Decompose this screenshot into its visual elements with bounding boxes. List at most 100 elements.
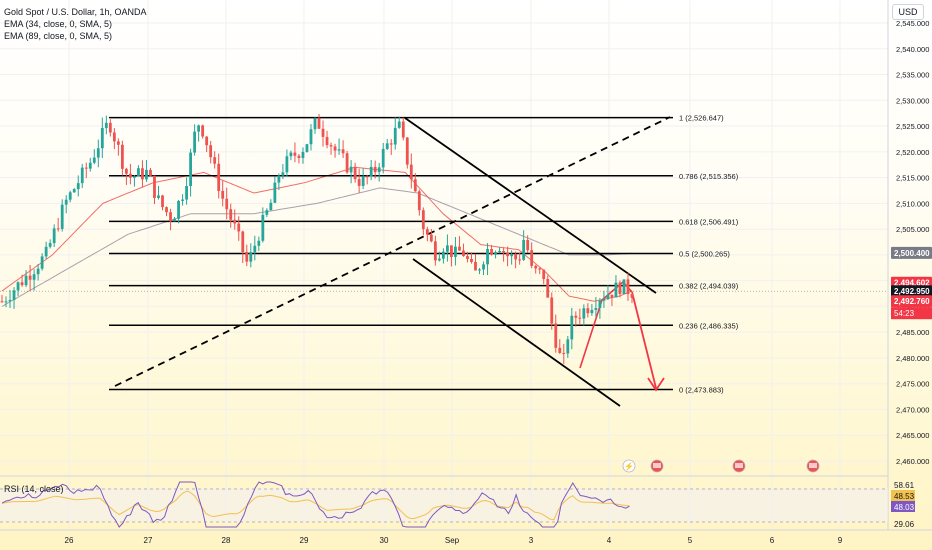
candle-body bbox=[277, 175, 281, 183]
ema-89-line bbox=[1, 187, 633, 307]
ema-34-label[interactable]: EMA (34, close, 0, SMA, 5) bbox=[4, 19, 113, 29]
candle-body bbox=[0, 301, 4, 303]
candle-body bbox=[72, 189, 76, 193]
channel-upper-line bbox=[404, 117, 657, 294]
candle-body bbox=[165, 207, 168, 213]
candle-body bbox=[610, 294, 614, 298]
y-tick-label: 2,545.000 bbox=[896, 19, 929, 28]
rsi-label[interactable]: RSI (14, close) bbox=[4, 484, 64, 494]
rsi-level-label: 58.61 bbox=[894, 481, 915, 490]
y-tick-label: 2,530.000 bbox=[896, 96, 929, 105]
candle-body bbox=[321, 128, 325, 137]
candle-body bbox=[241, 231, 245, 253]
candle-body bbox=[141, 168, 144, 180]
candle-body bbox=[249, 252, 253, 262]
candle-body bbox=[397, 121, 401, 128]
y-tick-label: 2,480.000 bbox=[896, 354, 929, 363]
candle-body bbox=[309, 129, 313, 145]
candle-body bbox=[530, 250, 534, 266]
candle-body bbox=[462, 250, 465, 257]
candle-body bbox=[305, 144, 309, 152]
candle-body bbox=[349, 166, 353, 173]
x-tick-label: 6 bbox=[770, 536, 775, 545]
channel-lower-line bbox=[412, 258, 621, 407]
candle-body bbox=[506, 252, 510, 257]
candle-body bbox=[265, 210, 269, 215]
candle-body bbox=[64, 199, 68, 205]
candle-body bbox=[381, 148, 385, 168]
price-badge-label: 2,494.602 bbox=[894, 279, 930, 288]
candle-body bbox=[429, 234, 433, 242]
candle-body bbox=[514, 254, 518, 260]
candles bbox=[0, 113, 634, 365]
candle-body bbox=[293, 152, 297, 156]
candle-body bbox=[337, 149, 341, 151]
candle-body bbox=[389, 143, 393, 145]
candle-body bbox=[401, 121, 405, 138]
y-tick-label: 2,470.000 bbox=[896, 405, 929, 414]
candle-body bbox=[409, 164, 413, 180]
fib-level-label: 1 (2,526.647) bbox=[679, 114, 724, 123]
candle-body bbox=[590, 309, 594, 314]
candle-body bbox=[285, 156, 289, 173]
candle-body bbox=[393, 127, 397, 145]
candle-body bbox=[622, 279, 626, 294]
candle-body bbox=[225, 198, 229, 210]
candle-body bbox=[173, 218, 176, 222]
candle-body bbox=[602, 298, 606, 301]
candle-body bbox=[76, 183, 80, 190]
candle-body bbox=[245, 252, 249, 262]
candle-body bbox=[522, 240, 526, 260]
candle-body bbox=[570, 315, 574, 340]
fib-level-label: 0 (2,473.883) bbox=[679, 385, 724, 394]
candle-body bbox=[446, 245, 449, 252]
grid bbox=[0, 0, 888, 530]
y-tick-label: 2,510.000 bbox=[896, 199, 929, 208]
price-badge-label: 2,492.950 bbox=[894, 287, 930, 296]
y-tick-label: 2,525.000 bbox=[896, 122, 929, 131]
candle-body bbox=[313, 118, 317, 130]
ema-89-label[interactable]: EMA (89, close, 0, SMA, 5) bbox=[4, 31, 113, 41]
y-tick-label: 2,460.000 bbox=[896, 457, 929, 466]
fib-level-label: 0.618 (2,506.491) bbox=[679, 217, 739, 226]
candle-body bbox=[538, 268, 542, 270]
candle-body bbox=[606, 294, 610, 299]
y-tick-label: 2,465.000 bbox=[896, 431, 929, 440]
candle-body bbox=[301, 151, 305, 158]
candle-body bbox=[129, 173, 132, 178]
candle-body bbox=[353, 166, 357, 180]
events: ⚡ bbox=[622, 459, 820, 473]
candle-body bbox=[44, 246, 48, 257]
candle-body bbox=[405, 137, 409, 165]
y-tick-label: 2,535.000 bbox=[896, 71, 929, 80]
flag-icon bbox=[735, 463, 743, 468]
candle-body bbox=[357, 179, 361, 186]
rsi-ma-line bbox=[1, 490, 630, 521]
candle-body bbox=[161, 195, 164, 208]
projection-arrowhead bbox=[647, 377, 665, 392]
rsi-level-label: 48.03 bbox=[894, 503, 915, 512]
currency-button[interactable]: USD bbox=[892, 4, 924, 20]
candle-body bbox=[281, 172, 285, 176]
candle-body bbox=[614, 282, 618, 298]
candle-body bbox=[325, 136, 329, 146]
price-axis[interactable]: 2,545.000 2,540.000 2,535.000 2,530.000 2,52… bbox=[0, 0, 932, 531]
candle-body bbox=[341, 149, 345, 154]
candle-body bbox=[454, 246, 457, 257]
y-tick-label: 2,540.000 bbox=[896, 45, 929, 54]
candle-body bbox=[562, 352, 566, 354]
candle-body bbox=[558, 347, 562, 353]
candle-body bbox=[442, 251, 445, 259]
candle-body bbox=[289, 152, 293, 157]
y-tick-label: 2,485.000 bbox=[896, 328, 929, 337]
candle-body bbox=[221, 190, 225, 199]
candle-body bbox=[137, 168, 140, 177]
x-tick-label: 3 bbox=[529, 536, 534, 545]
candle-body bbox=[213, 157, 217, 164]
candle-body bbox=[16, 282, 20, 291]
time-axis[interactable]: 26 27 28 29 30 Sep 3 4 5 6 9 bbox=[65, 536, 843, 545]
candle-body bbox=[261, 214, 265, 241]
price-badge bbox=[891, 285, 932, 298]
candle-body bbox=[201, 125, 205, 137]
